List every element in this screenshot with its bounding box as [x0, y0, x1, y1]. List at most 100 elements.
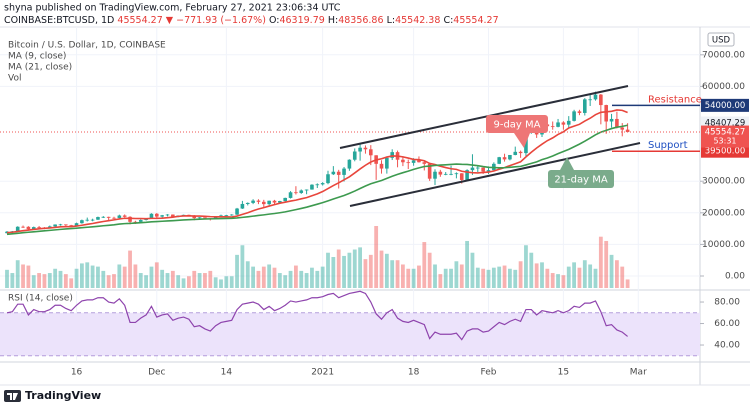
volume-bar	[267, 264, 272, 288]
candle-body	[347, 159, 352, 169]
volume-bar	[299, 270, 304, 288]
candle-body	[433, 171, 437, 179]
candle-body	[288, 192, 293, 198]
volume-bar	[347, 252, 352, 288]
candle-body	[90, 219, 95, 221]
axis-unit: USD	[712, 36, 731, 46]
x-tick-label: Mar	[630, 368, 647, 378]
volume-bar	[363, 259, 368, 288]
chart-title: Bitcoin / U.S. Dollar, 1D, COINBASE	[8, 41, 166, 51]
y-tick-label: 10000.00	[702, 240, 745, 250]
volume-bar	[438, 274, 443, 288]
candle-body	[272, 200, 277, 203]
volume-bar	[96, 266, 100, 288]
volume-bar	[144, 275, 148, 288]
volume-bar	[390, 260, 395, 288]
volume-bar	[582, 260, 587, 288]
candle-body	[454, 173, 459, 175]
rsi-line	[6, 290, 628, 341]
volume-bar	[176, 275, 181, 288]
candle-body	[379, 163, 384, 169]
volume-bar	[192, 270, 197, 288]
candle-body	[53, 224, 57, 227]
level-price-label: 39500.00	[705, 147, 746, 157]
volume-bar	[53, 268, 58, 288]
legend-entry: Vol	[8, 74, 21, 84]
volume-bar	[502, 265, 507, 288]
volume-bar	[518, 261, 523, 288]
volume-bar	[74, 268, 79, 288]
volume-bar	[561, 275, 566, 288]
candle-body	[85, 219, 90, 221]
candle-body	[604, 105, 608, 122]
price-label-box	[701, 125, 749, 148]
volume-bar	[26, 265, 31, 288]
volume-bar	[604, 240, 609, 288]
candle-body	[588, 99, 592, 101]
quote-line: COINBASE:BTCUSD, 1D 45554.27 ▼ −771.93 (…	[4, 15, 499, 26]
volume-bar	[42, 274, 47, 288]
candle-body	[481, 167, 485, 172]
volume-bar	[577, 267, 582, 288]
volume-bar	[90, 265, 95, 288]
ohlc-value: 48356.86	[338, 15, 383, 26]
overlay: 16 Dec 14 2021 18 Feb 15 Mar 0.00 10000.00 20000.0…	[8, 32, 749, 378]
x-tick-label: Feb	[481, 368, 497, 378]
level-name: Resistance	[648, 94, 702, 105]
candle-body	[599, 94, 603, 106]
volume-bar	[21, 264, 25, 288]
volume-bar	[556, 274, 560, 288]
volume-bar	[235, 254, 239, 288]
candle-body	[58, 224, 63, 226]
candle-body	[213, 216, 218, 220]
callout-box	[486, 115, 548, 133]
price-label: 45554.27	[705, 128, 746, 138]
candle-body	[358, 147, 362, 152]
volume-bar	[320, 266, 325, 288]
candle-body	[240, 203, 245, 209]
candle-body	[80, 220, 84, 224]
ohlc-label: C:	[443, 15, 453, 26]
volume-bar	[10, 273, 15, 288]
y-tick-label: 30000.00	[702, 177, 745, 187]
volume-bar	[80, 263, 84, 288]
candle-body	[155, 213, 159, 217]
volume-bar	[240, 245, 245, 288]
volume-bar	[251, 266, 255, 288]
rsi-title: RSI (14, close)	[8, 294, 73, 304]
volume-bar	[326, 252, 330, 288]
candle-body	[106, 216, 111, 218]
volume-bar	[331, 257, 336, 288]
candle-body	[342, 168, 346, 175]
volume-bar	[117, 264, 122, 288]
candle-body	[15, 226, 20, 232]
candle-body	[315, 184, 320, 186]
candle-body	[508, 154, 512, 160]
volume-bar	[138, 273, 143, 288]
volume-bar	[593, 268, 598, 288]
volume-bar	[69, 278, 74, 288]
volume-bar	[395, 260, 400, 288]
volume-bar	[534, 263, 539, 288]
volume-bar	[31, 275, 36, 288]
candle-body	[518, 151, 523, 154]
x-tick-label: 2021	[311, 368, 334, 378]
volume-bar	[491, 267, 496, 288]
volume-bar	[443, 268, 448, 288]
volume-bar	[459, 264, 464, 288]
last-price: 45554.27	[117, 15, 162, 26]
y-tick-label: 0.00	[725, 272, 745, 282]
level-name: Support	[648, 140, 688, 151]
volume-bar	[277, 273, 282, 288]
volume-bar	[165, 273, 170, 288]
volume-bar	[384, 253, 389, 288]
ohlc-label: O:	[269, 15, 280, 26]
candle-body	[31, 227, 36, 230]
volume-bar	[529, 252, 534, 288]
candle-body	[235, 208, 239, 215]
candle-body	[160, 215, 164, 217]
candle-body	[320, 183, 325, 185]
candle-body	[331, 171, 336, 175]
candle-body	[502, 157, 507, 160]
candle-body	[138, 220, 143, 222]
